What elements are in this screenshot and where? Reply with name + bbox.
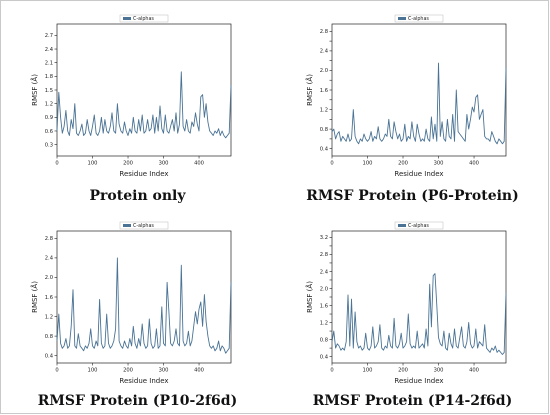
x-tick-label: 100 (88, 161, 98, 167)
y-tick-label: 1.6 (320, 303, 328, 309)
x-axis-label: Residue Index (119, 377, 168, 385)
x-tick-label: 400 (469, 368, 479, 374)
x-tick-label: 100 (88, 368, 98, 374)
x-tick-label: 400 (194, 368, 204, 374)
x-tick-label: 0 (330, 161, 333, 167)
x-tick-label: 300 (434, 368, 444, 374)
chart-caption: RMSF Protein (P6-Protein) (306, 188, 519, 204)
x-axis-label: Residue Index (119, 170, 168, 178)
y-tick-label: 2.7 (45, 33, 53, 39)
legend-swatch (123, 224, 131, 227)
y-tick-label: 2.8 (320, 29, 328, 35)
y-tick-label: 2.4 (45, 47, 54, 53)
x-tick-label: 400 (469, 161, 479, 167)
chart-caption: RMSF Protein (P10-2f6d) (37, 393, 238, 409)
x-tick-label: 200 (398, 368, 408, 374)
y-tick-label: 1.2 (320, 320, 328, 326)
y-tick-label: 2.4 (320, 49, 329, 55)
y-tick-label: 0.4 (45, 353, 54, 359)
y-tick-label: 0.8 (320, 127, 328, 133)
legend-box (119, 221, 169, 230)
rmsf-series-line (331, 62, 507, 145)
y-tick-label: 2.0 (320, 286, 328, 292)
rmsf-chart-p6-protein: 0.4 0.8 1.2 1.6 2.0 2.4 2.8 0 100 200 300 400 Residu… (305, 14, 507, 178)
rmsf-series-line (56, 257, 232, 354)
chart-caption: Protein only (89, 188, 186, 204)
y-axis-label: RMSF (Å) (305, 74, 314, 106)
rmsf-series-line (56, 71, 232, 139)
x-tick-label: 200 (123, 368, 133, 374)
y-tick-label: 2.8 (45, 236, 53, 242)
y-axis-label: RMSF (Å) (305, 281, 314, 313)
legend-swatch (398, 17, 406, 20)
y-tick-label: 2.0 (320, 68, 328, 74)
y-axis-label: RMSF (Å) (30, 74, 39, 106)
rmsf-chart-protein-only: 0.3 0.6 0.9 1.2 1.5 1.8 2.1 2.4 2.7 0 100 200 300 400… (30, 14, 232, 178)
plot-area (331, 230, 507, 364)
x-tick-label: 300 (159, 368, 169, 374)
x-tick-label: 200 (123, 161, 133, 167)
y-tick-label: 2.0 (45, 275, 53, 281)
legend-box (119, 14, 169, 23)
y-tick-label: 0.8 (320, 337, 328, 343)
legend-label: C-alphas (408, 223, 429, 229)
y-tick-label: 1.2 (320, 107, 328, 113)
x-tick-label: 100 (363, 368, 373, 374)
x-tick-label: 0 (55, 161, 58, 167)
y-tick-label: 1.2 (45, 101, 53, 107)
chart-panel-p10-2f6d: 0.4 0.8 1.2 1.6 2.0 2.4 2.8 0 100 200 300 400 Residu… (0, 207, 275, 414)
plot-area (56, 23, 232, 157)
legend-box (394, 221, 444, 230)
y-tick-label: 1.6 (320, 88, 328, 94)
y-tick-label: 2.4 (320, 269, 329, 275)
x-tick-label: 100 (363, 161, 373, 167)
y-tick-label: 0.4 (320, 146, 329, 152)
y-tick-label: 2.1 (45, 60, 53, 66)
legend-swatch (398, 224, 406, 227)
x-tick-label: 300 (434, 161, 444, 167)
chart-panel-p14-2f6d: 0.4 0.8 1.2 1.6 2.0 2.4 2.8 3.2 0 100 200 300 400 Res… (275, 207, 550, 414)
chart-panel-p6-protein: 0.4 0.8 1.2 1.6 2.0 2.4 2.8 0 100 200 300 400 Residu… (275, 0, 550, 207)
rmsf-chart-p10-2f6d: 0.4 0.8 1.2 1.6 2.0 2.4 2.8 0 100 200 300 400 Residu… (30, 221, 232, 385)
legend-label: C-alphas (408, 16, 429, 22)
y-tick-label: 1.6 (45, 295, 53, 301)
y-tick-label: 0.9 (45, 115, 53, 121)
y-tick-label: 2.4 (45, 256, 54, 262)
rmsf-chart-p14-2f6d: 0.4 0.8 1.2 1.6 2.0 2.4 2.8 3.2 0 100 200 300 400 Res… (305, 221, 507, 385)
x-tick-label: 0 (330, 368, 333, 374)
legend-box (394, 14, 444, 23)
rmsf-series-line (331, 273, 507, 355)
y-tick-label: 1.2 (45, 314, 53, 320)
y-axis-label: RMSF (Å) (30, 281, 39, 313)
y-tick-label: 3.2 (320, 235, 328, 241)
y-tick-label: 0.6 (45, 129, 53, 135)
plot-area (331, 23, 507, 157)
chart-caption: RMSF Protein (P14-2f6d) (312, 393, 513, 409)
y-tick-label: 0.8 (45, 334, 53, 340)
x-tick-label: 0 (55, 368, 58, 374)
x-tick-label: 200 (398, 161, 408, 167)
y-tick-label: 0.3 (45, 142, 53, 148)
y-tick-label: 1.8 (45, 74, 53, 80)
x-tick-label: 400 (194, 161, 204, 167)
y-tick-label: 1.5 (45, 88, 53, 94)
chart-panel-protein-only: 0.3 0.6 0.9 1.2 1.5 1.8 2.1 2.4 2.7 0 100 200 300 400… (0, 0, 275, 207)
x-tick-label: 300 (159, 161, 169, 167)
x-axis-label: Residue Index (394, 377, 443, 385)
y-tick-label: 2.8 (320, 252, 328, 258)
y-tick-label: 0.4 (320, 354, 329, 360)
legend-swatch (123, 17, 131, 20)
x-axis-label: Residue Index (394, 170, 443, 178)
legend-label: C-alphas (133, 16, 154, 22)
legend-label: C-alphas (133, 223, 154, 229)
